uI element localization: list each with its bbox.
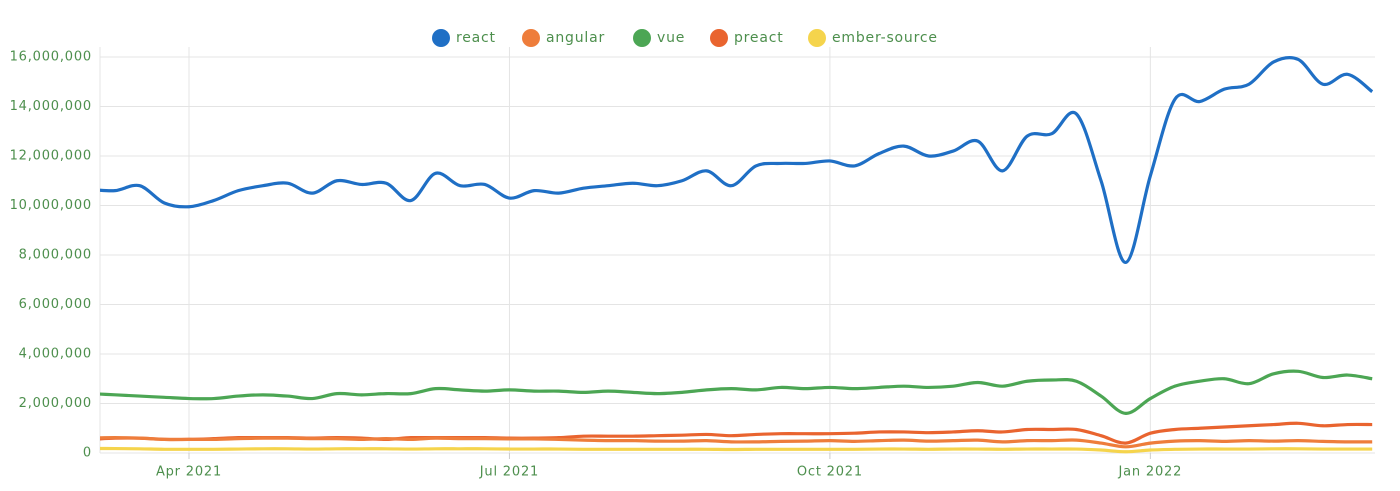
legend-label: ember-source (832, 30, 938, 46)
legend-marker (710, 29, 728, 47)
series-line (100, 55, 1374, 265)
legend-label: angular (546, 30, 605, 46)
legend-label: react (456, 30, 496, 46)
legend-label: preact (734, 30, 784, 46)
series-line (100, 436, 1373, 449)
x-tick-label: Jul 2021 (479, 465, 539, 480)
y-tick-label: 8,000,000 (19, 248, 92, 263)
legend-marker (522, 29, 540, 47)
legend-marker (432, 29, 450, 47)
legend-marker (633, 29, 651, 47)
y-tick-label: 0 (83, 446, 92, 461)
y-tick-label: 4,000,000 (19, 347, 92, 362)
series-line (100, 446, 1373, 454)
y-tick-label: 2,000,000 (19, 396, 92, 411)
x-tick-label: Apr 2021 (156, 465, 222, 480)
x-tick-label: Oct 2021 (797, 465, 863, 480)
x-tick-label: Jan 2022 (1118, 465, 1183, 480)
series-line (100, 369, 1373, 415)
y-tick-label: 12,000,000 (10, 149, 92, 164)
y-tick-label: 16,000,000 (10, 50, 92, 65)
y-tick-label: 6,000,000 (19, 297, 92, 312)
y-tick-label: 14,000,000 (10, 99, 92, 114)
legend: react angular vue preact ember-source (432, 29, 938, 47)
lines (100, 55, 1374, 454)
legend-label: vue (657, 30, 685, 46)
y-tick-label: 10,000,000 (10, 198, 92, 213)
grid: 0 2,000,000 4,000,000 6,000,000 8,000,000 10,… (10, 47, 1375, 480)
legend-marker (808, 29, 826, 47)
